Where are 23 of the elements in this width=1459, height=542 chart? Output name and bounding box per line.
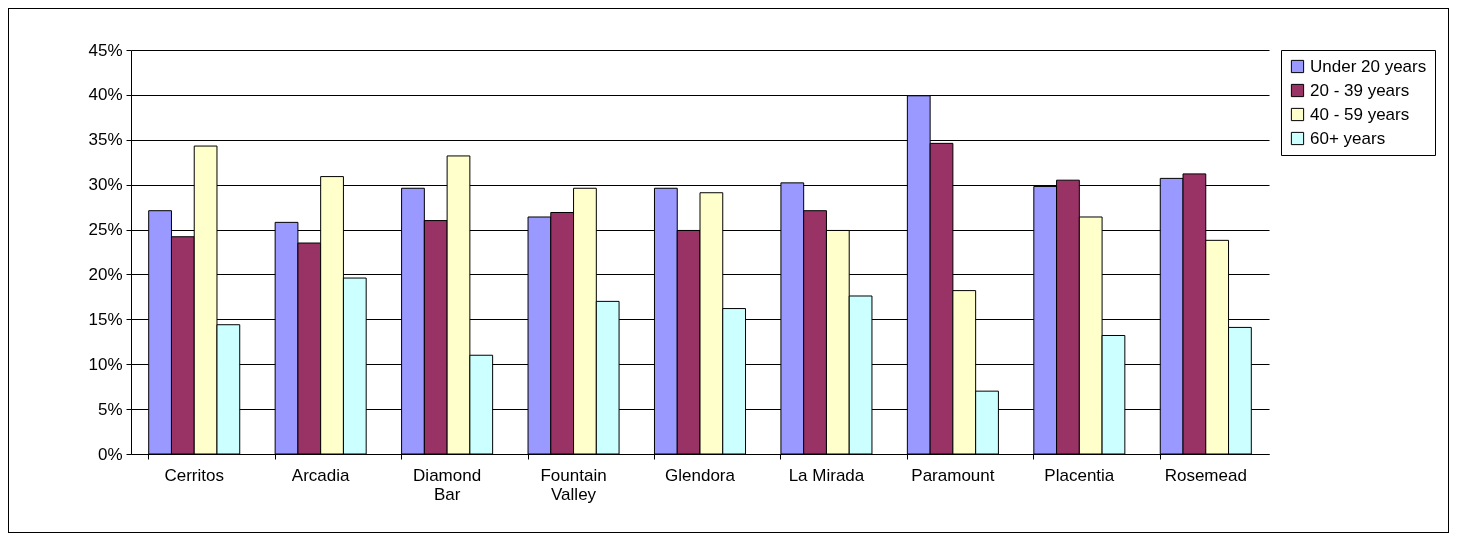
x-tick-label: Rosemead: [1164, 465, 1247, 485]
y-tick-label: 35%: [88, 130, 123, 150]
x-tick-label: Placentia: [1044, 465, 1115, 485]
y-tick-label: 20%: [88, 264, 123, 284]
legend-label: 60+ years: [1310, 128, 1386, 148]
y-tick-label: 5%: [97, 399, 123, 419]
x-tick-label: Fountain Valley: [540, 465, 607, 504]
x-tick-label: Arcadia: [291, 465, 351, 485]
x-tick-label: Diamond Bar: [413, 465, 482, 504]
x-tick-label: Glendora: [665, 465, 736, 485]
x-tick-label: Paramount: [911, 465, 995, 485]
y-tick-label: 15%: [88, 309, 123, 329]
y-tick-label: 45%: [88, 40, 123, 60]
y-tick-label: 25%: [88, 220, 123, 240]
legend-label: Under 20 years: [1310, 56, 1427, 76]
y-tick-label: 30%: [88, 175, 123, 195]
x-tick-label: La Mirada: [788, 465, 865, 485]
x-tick-label: Cerritos: [164, 465, 224, 485]
legend-label: 20 - 39 years: [1310, 80, 1410, 100]
y-tick-label: 0%: [97, 444, 123, 464]
y-tick-label: 10%: [88, 354, 123, 374]
y-tick-label: 40%: [88, 85, 123, 105]
legend-label: 40 - 59 years: [1310, 104, 1410, 124]
